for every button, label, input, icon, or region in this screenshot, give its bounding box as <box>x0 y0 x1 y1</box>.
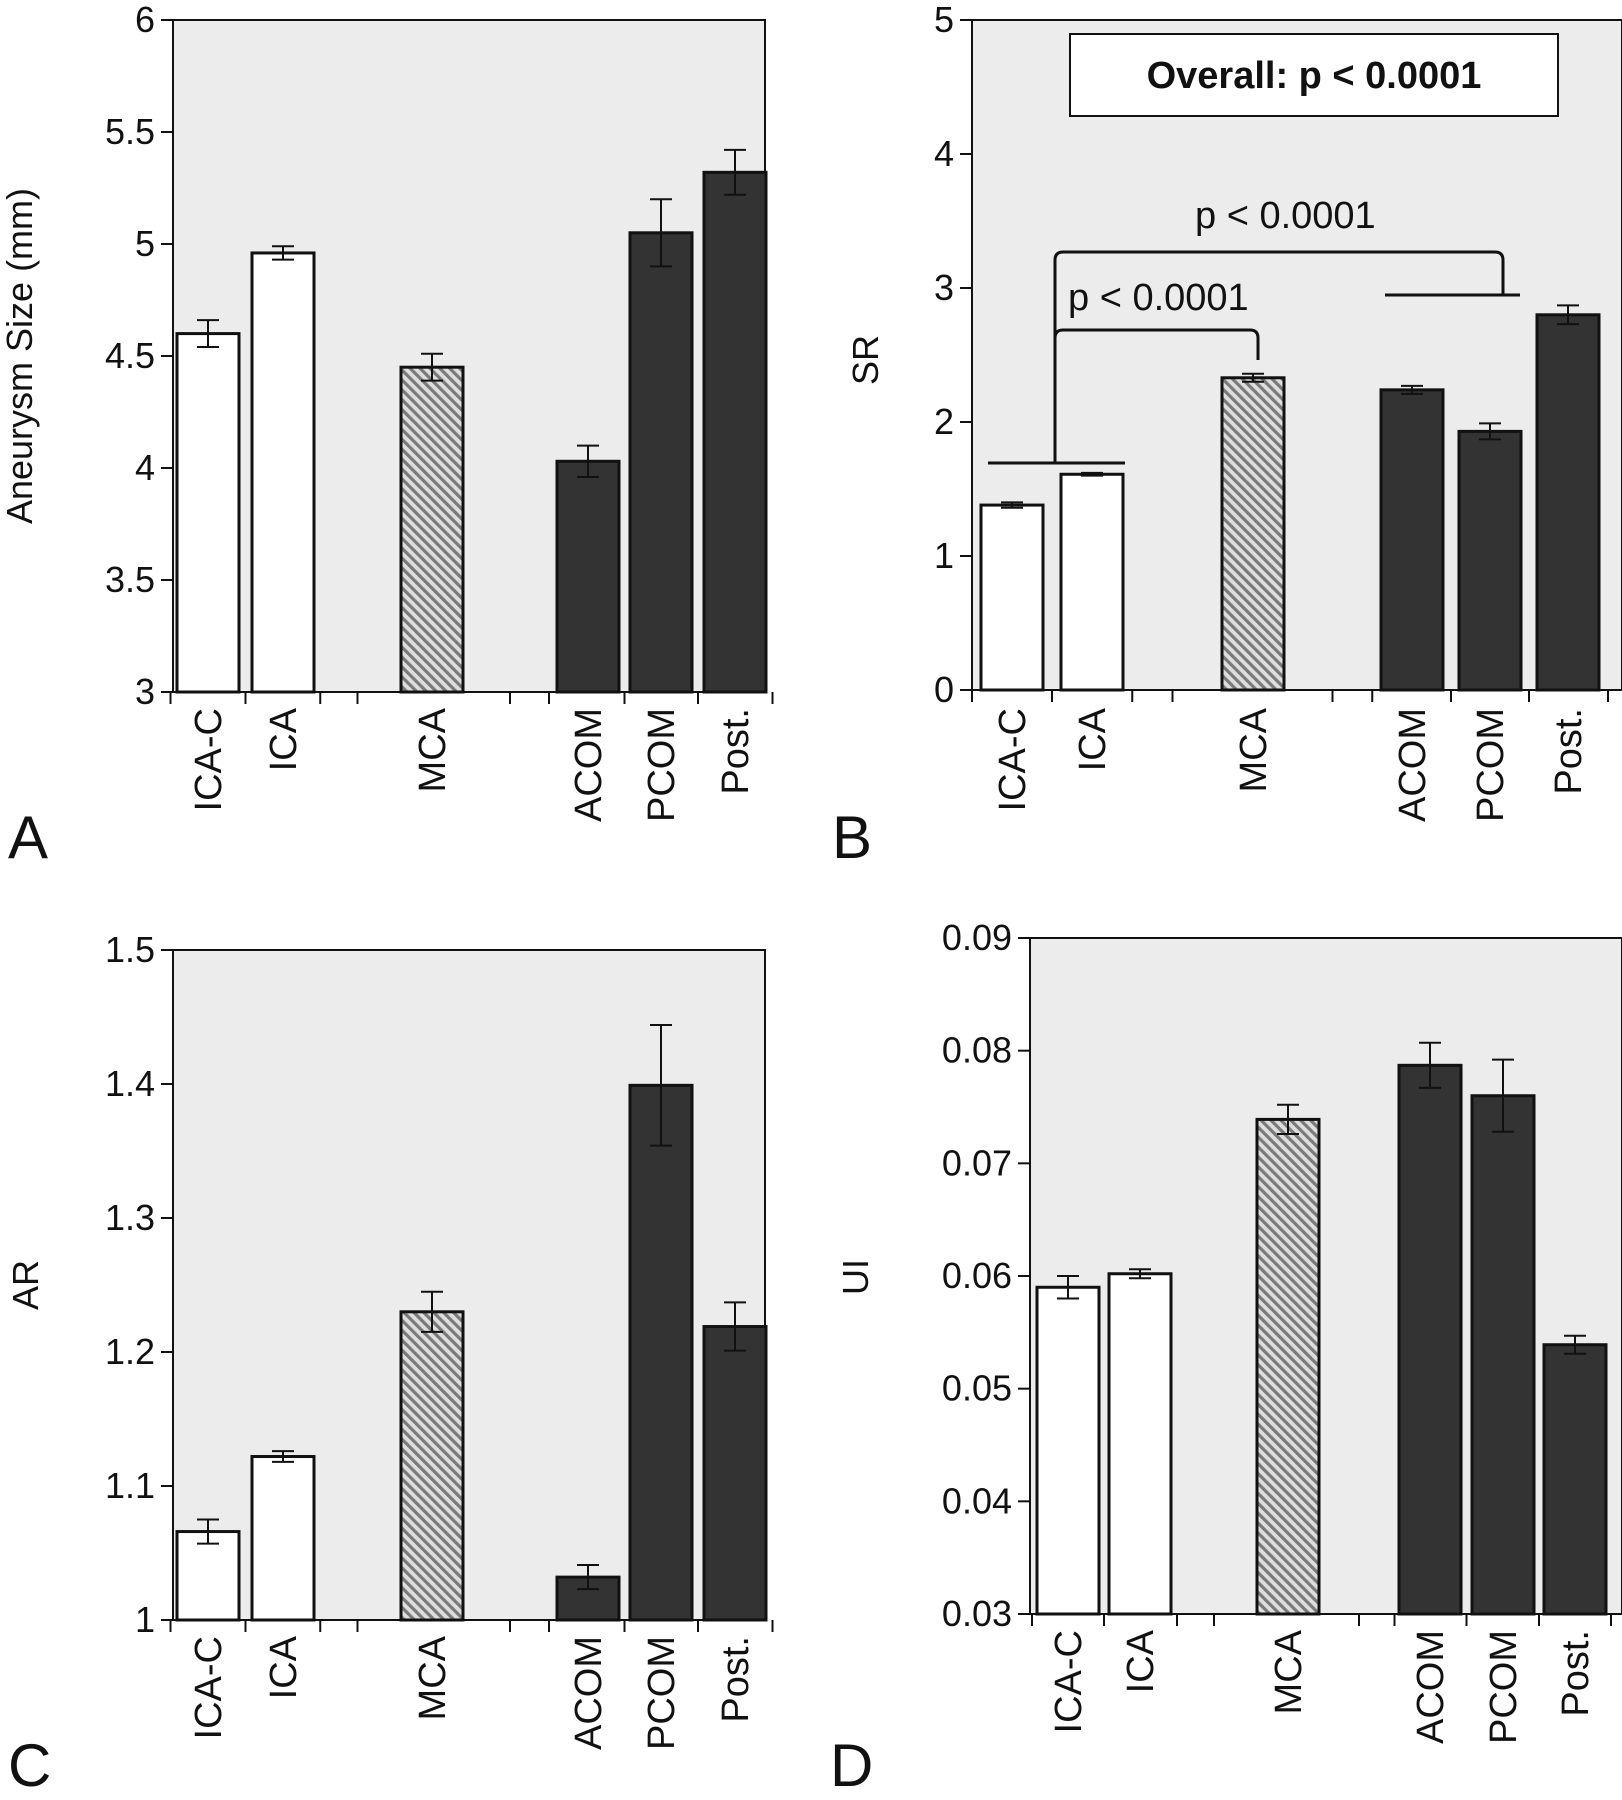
y-tick-label: 5 <box>934 0 954 40</box>
x-tick-label: ICA-C <box>188 708 230 811</box>
panel-b: 0 1 2 3 4 5 ICA-C ICA MCA ACOM PCOM Post. SR B p <… <box>832 0 1622 871</box>
y-tick-label: 5 <box>135 223 155 264</box>
y-axis-label: UI <box>835 1259 876 1295</box>
y-tick-label: 1 <box>934 535 954 576</box>
bar-mca <box>1255 1117 1321 1616</box>
bar-ica-c <box>175 332 241 694</box>
y-tick-label: 0 <box>934 669 954 710</box>
bar-ica <box>250 251 316 694</box>
y-tick-label: 1.5 <box>105 929 155 970</box>
bar-mca <box>1220 376 1286 692</box>
y-tick-label: 4 <box>135 447 155 488</box>
bar-post <box>1535 313 1601 692</box>
x-tick-label: ICA <box>1072 707 1114 771</box>
x-tick-label: Post. <box>715 708 757 795</box>
bar-post <box>702 170 768 694</box>
y-tick-label: 1.4 <box>105 1063 155 1104</box>
bar-post <box>1542 1343 1608 1616</box>
panel-letter: A <box>8 804 48 871</box>
y-tick-label: 3 <box>934 267 954 308</box>
panel-letter: B <box>832 804 872 871</box>
y-tick-label: 6 <box>135 0 155 40</box>
bar-ica <box>250 1455 316 1622</box>
x-tick-label: PCOM <box>1483 1630 1525 1744</box>
x-tick-label: MCA <box>412 1635 454 1720</box>
x-tick-label: Post. <box>1555 1630 1597 1717</box>
y-tick-label: 4.5 <box>105 335 155 376</box>
x-tick-label: PCOM <box>641 1636 683 1750</box>
y-tick-label: 1.1 <box>105 1465 155 1506</box>
x-tick-label: ACOM <box>568 708 610 822</box>
bar-ica <box>1107 1272 1173 1616</box>
y-tick-label: 0.05 <box>942 1368 1012 1409</box>
panel-c: 1 1.1 1.2 1.3 1.4 1.5 ICA-C ICA MCA ACOM PCOM Post… <box>5 929 774 1799</box>
y-tick-label: 2 <box>934 401 954 442</box>
x-tick-label: ACOM <box>1392 708 1434 822</box>
bar-pcom <box>1457 429 1523 692</box>
panel-a: 3 3.5 4 4.5 5 5.5 6 ICA-C ICA MCA ACOM PCOM Post. A… <box>0 0 774 871</box>
p-value-mca: p < 0.0001 <box>1068 277 1249 319</box>
x-tick-label: ICA <box>1120 1629 1162 1693</box>
x-tick-label: MCA <box>1233 707 1275 792</box>
bar-post <box>702 1325 768 1622</box>
bar-acom <box>1397 1063 1463 1616</box>
x-tick-label: PCOM <box>641 708 683 822</box>
bar-mca <box>399 365 465 694</box>
x-tick-label: ACOM <box>1410 1630 1452 1744</box>
x-tick-label: PCOM <box>1470 708 1512 822</box>
bar-mca <box>399 1310 465 1622</box>
bar-ica-c <box>175 1530 241 1622</box>
panel-letter: C <box>8 1732 51 1799</box>
y-tick-label: 4 <box>934 133 954 174</box>
overall-pvalue: Overall: p < 0.0001 <box>1147 55 1482 97</box>
x-tick-label: ICA <box>263 707 305 771</box>
x-tick-label: ICA <box>263 1635 305 1699</box>
y-tick-label: 0.07 <box>942 1142 1012 1183</box>
y-tick-label: 0.06 <box>942 1255 1012 1296</box>
panel-letter: D <box>830 1732 873 1799</box>
y-tick-label: 3.5 <box>105 559 155 600</box>
y-tick-label: 1 <box>135 1599 155 1640</box>
bracket-ica-to-posterior <box>1053 250 1505 338</box>
significance-brackets <box>988 250 1520 465</box>
bar-pcom <box>1470 1094 1536 1616</box>
bar-ica <box>1059 472 1125 692</box>
y-tick-label: 0.04 <box>942 1480 1012 1521</box>
bar-pcom <box>628 231 694 694</box>
y-tick-label: 0.03 <box>942 1593 1012 1634</box>
x-tick-label: MCA <box>412 707 454 792</box>
y-axis-label: SR <box>845 335 886 385</box>
y-tick-label: 0.08 <box>942 1030 1012 1071</box>
x-tick-label: MCA <box>1268 1629 1310 1714</box>
bar-acom <box>1379 388 1445 692</box>
bar-ica-c <box>979 503 1045 692</box>
y-tick-label: 1.3 <box>105 1197 155 1238</box>
x-tick-label: ACOM <box>568 1636 610 1750</box>
y-tick-label: 3 <box>135 671 155 712</box>
x-tick-label: Post. <box>715 1636 757 1723</box>
y-tick-label: 0.09 <box>942 917 1012 958</box>
p-value-posterior: p < 0.0001 <box>1195 195 1376 237</box>
x-tick-label: ICA-C <box>992 708 1034 811</box>
panel-d: 0.03 0.04 0.05 0.06 0.07 0.08 0.09 ICA-C ICA MCA… <box>830 917 1622 1799</box>
overall-pvalue-box <box>1069 33 1559 117</box>
bar-pcom <box>628 1083 694 1622</box>
y-axis-label: Aneurysm Size (mm) <box>0 188 40 524</box>
x-tick-label: Post. <box>1548 708 1590 795</box>
y-tick-label: 5.5 <box>105 111 155 152</box>
y-axis-label: AR <box>5 1260 46 1310</box>
bar-ica-c <box>1035 1285 1101 1616</box>
bar-acom <box>555 459 621 694</box>
x-tick-label: ICA-C <box>188 1636 230 1739</box>
y-tick-label: 1.2 <box>105 1331 155 1372</box>
x-tick-label: ICA-C <box>1048 1630 1090 1733</box>
